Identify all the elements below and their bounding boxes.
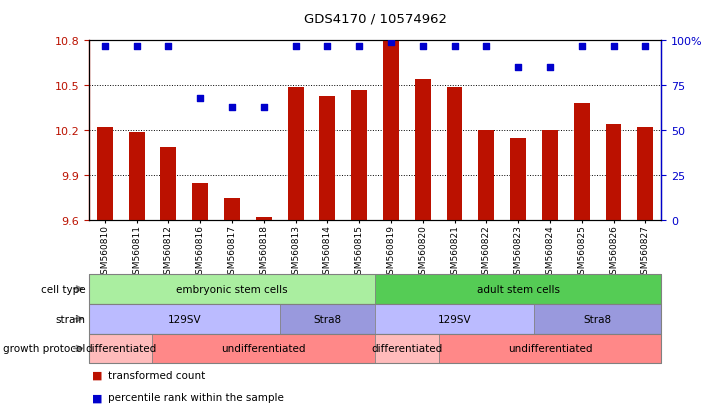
Bar <box>224 198 240 221</box>
Text: Stra8: Stra8 <box>314 314 341 324</box>
Point <box>417 43 429 50</box>
Point <box>258 104 269 111</box>
Bar <box>351 90 367 221</box>
Bar <box>415 80 431 221</box>
Text: differentiated: differentiated <box>371 344 442 354</box>
Text: transformed count: transformed count <box>108 370 205 380</box>
Bar <box>319 97 336 221</box>
Point <box>321 43 333 50</box>
Bar <box>192 183 208 221</box>
Bar <box>97 128 113 221</box>
Bar <box>383 41 399 221</box>
Point <box>290 43 301 50</box>
Text: cell type: cell type <box>41 284 85 294</box>
Bar <box>510 138 526 221</box>
Point <box>226 104 237 111</box>
Point <box>163 43 174 50</box>
Bar <box>606 125 621 221</box>
Text: percentile rank within the sample: percentile rank within the sample <box>108 392 284 402</box>
Point <box>385 40 397 46</box>
Point <box>608 43 619 50</box>
Point <box>544 65 555 71</box>
Text: 129SV: 129SV <box>168 314 201 324</box>
Point <box>99 43 110 50</box>
Point <box>353 43 365 50</box>
Point <box>513 65 524 71</box>
Text: ■: ■ <box>92 392 103 402</box>
Text: embryonic stem cells: embryonic stem cells <box>176 284 288 294</box>
Bar <box>447 88 462 221</box>
Bar <box>129 133 144 221</box>
Text: GDS4170 / 10574962: GDS4170 / 10574962 <box>304 12 447 25</box>
Bar <box>479 131 494 221</box>
Point <box>576 43 587 50</box>
Text: undifferentiated: undifferentiated <box>508 344 592 354</box>
Point <box>481 43 492 50</box>
Text: strain: strain <box>55 314 85 324</box>
Bar <box>574 104 589 221</box>
Text: Stra8: Stra8 <box>584 314 611 324</box>
Point <box>640 43 651 50</box>
Bar <box>542 131 558 221</box>
Bar <box>161 147 176 221</box>
Text: differentiated: differentiated <box>85 344 156 354</box>
Text: undifferentiated: undifferentiated <box>222 344 306 354</box>
Text: adult stem cells: adult stem cells <box>476 284 560 294</box>
Point <box>195 95 206 102</box>
Text: growth protocol: growth protocol <box>3 344 85 354</box>
Point <box>449 43 460 50</box>
Text: ■: ■ <box>92 370 103 380</box>
Text: 129SV: 129SV <box>438 314 471 324</box>
Point <box>131 43 142 50</box>
Bar <box>256 218 272 221</box>
Bar <box>288 88 304 221</box>
Bar <box>637 128 653 221</box>
